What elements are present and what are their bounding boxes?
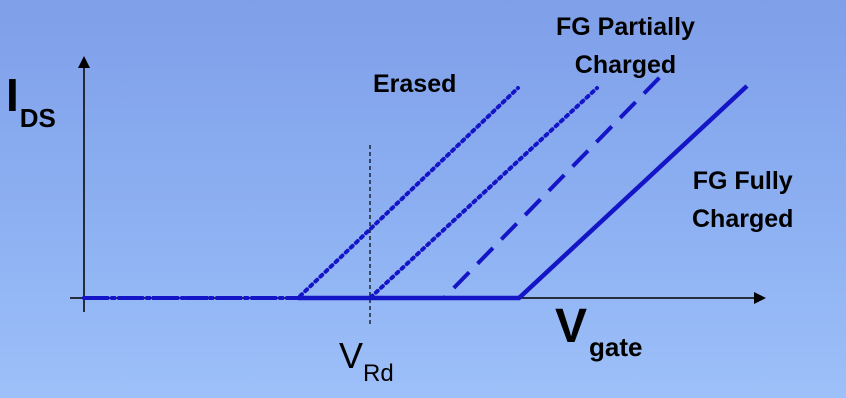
curve-erased [82,86,520,300]
read-voltage-label: VRd [339,335,394,388]
label-fg-partially-charged: FG Partially Charged [556,13,695,79]
y-axis-label: IDS [6,69,56,133]
label-erased: Erased [373,70,457,98]
curve-fg-partially-dotted [82,86,599,300]
label-fg-fully-charged: FG Fully Charged [692,167,794,233]
curve-fg-fully-charged [298,84,749,301]
x-axis-label: Vgate [555,300,643,363]
